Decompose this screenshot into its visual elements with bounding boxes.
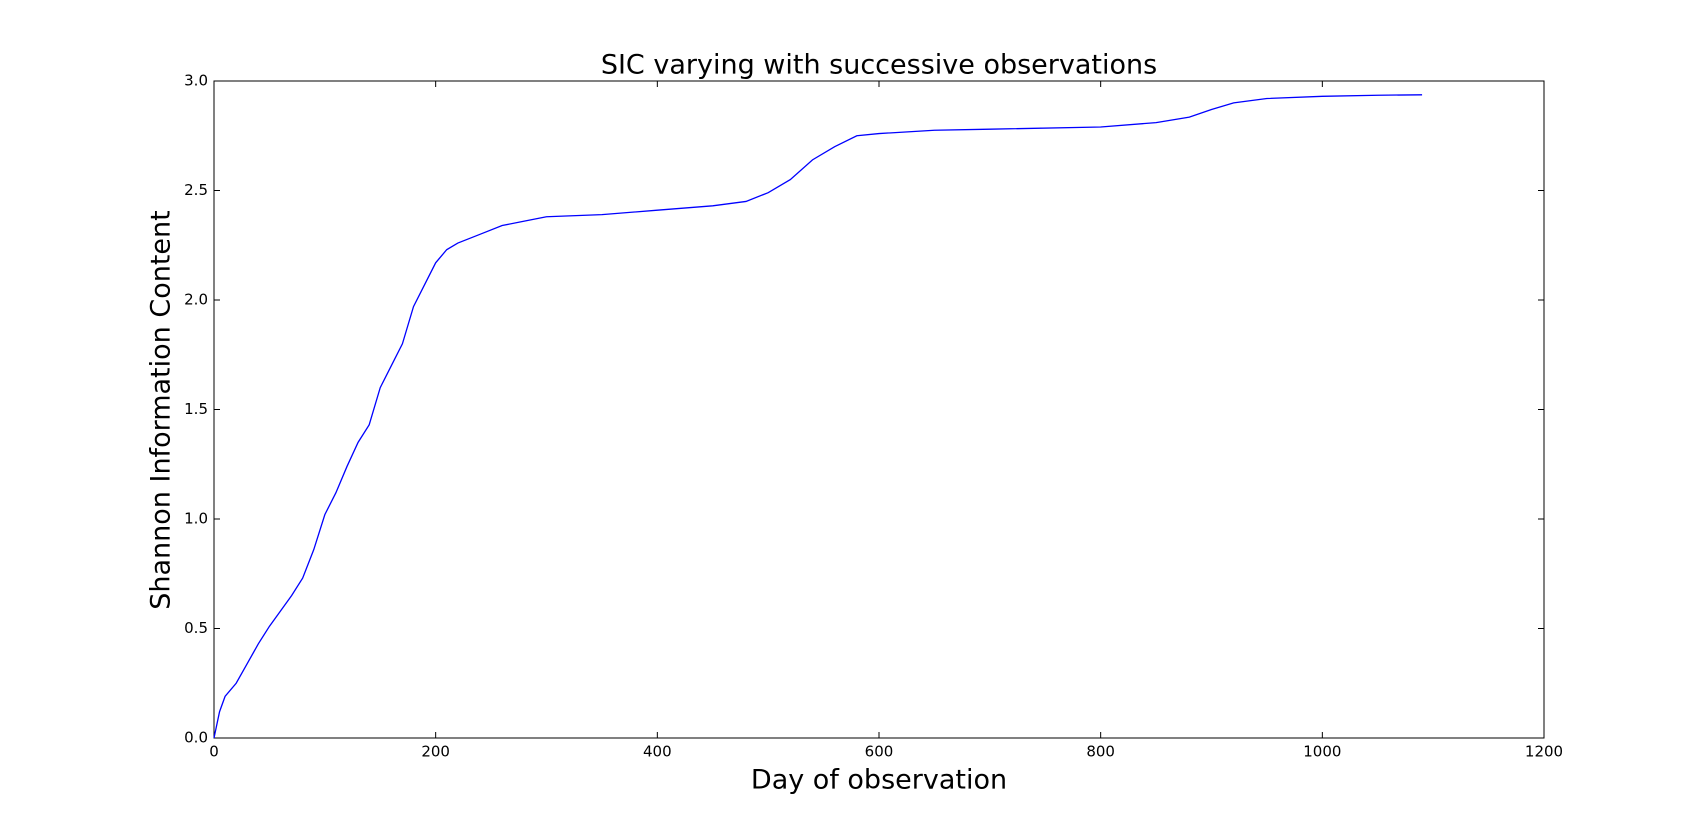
y-tick-label: 2.0 [184,291,208,309]
chart-title: SIC varying with successive observations [601,50,1157,81]
x-tick-label: 1200 [1525,743,1563,761]
y-tick-label: 0.0 [184,729,208,747]
y-tick-label: 3.0 [184,72,208,90]
x-tick-label: 1000 [1303,743,1341,761]
plot-frame [213,80,1545,739]
x-axis-label: Day of observation [751,765,1007,796]
y-tick-label: 2.5 [184,181,208,199]
y-tick-label: 0.5 [184,619,208,637]
x-tick-label: 800 [1086,743,1115,761]
x-tick-label: 600 [865,743,894,761]
x-tick-label: 0 [209,743,219,761]
x-tick-label: 200 [421,743,450,761]
x-tick-label: 400 [643,743,672,761]
y-tick-label: 1.5 [184,400,208,418]
data-line [213,94,1423,739]
y-tick-label: 1.0 [184,510,208,528]
y-axis-label: Shannon Information Content [146,210,177,610]
